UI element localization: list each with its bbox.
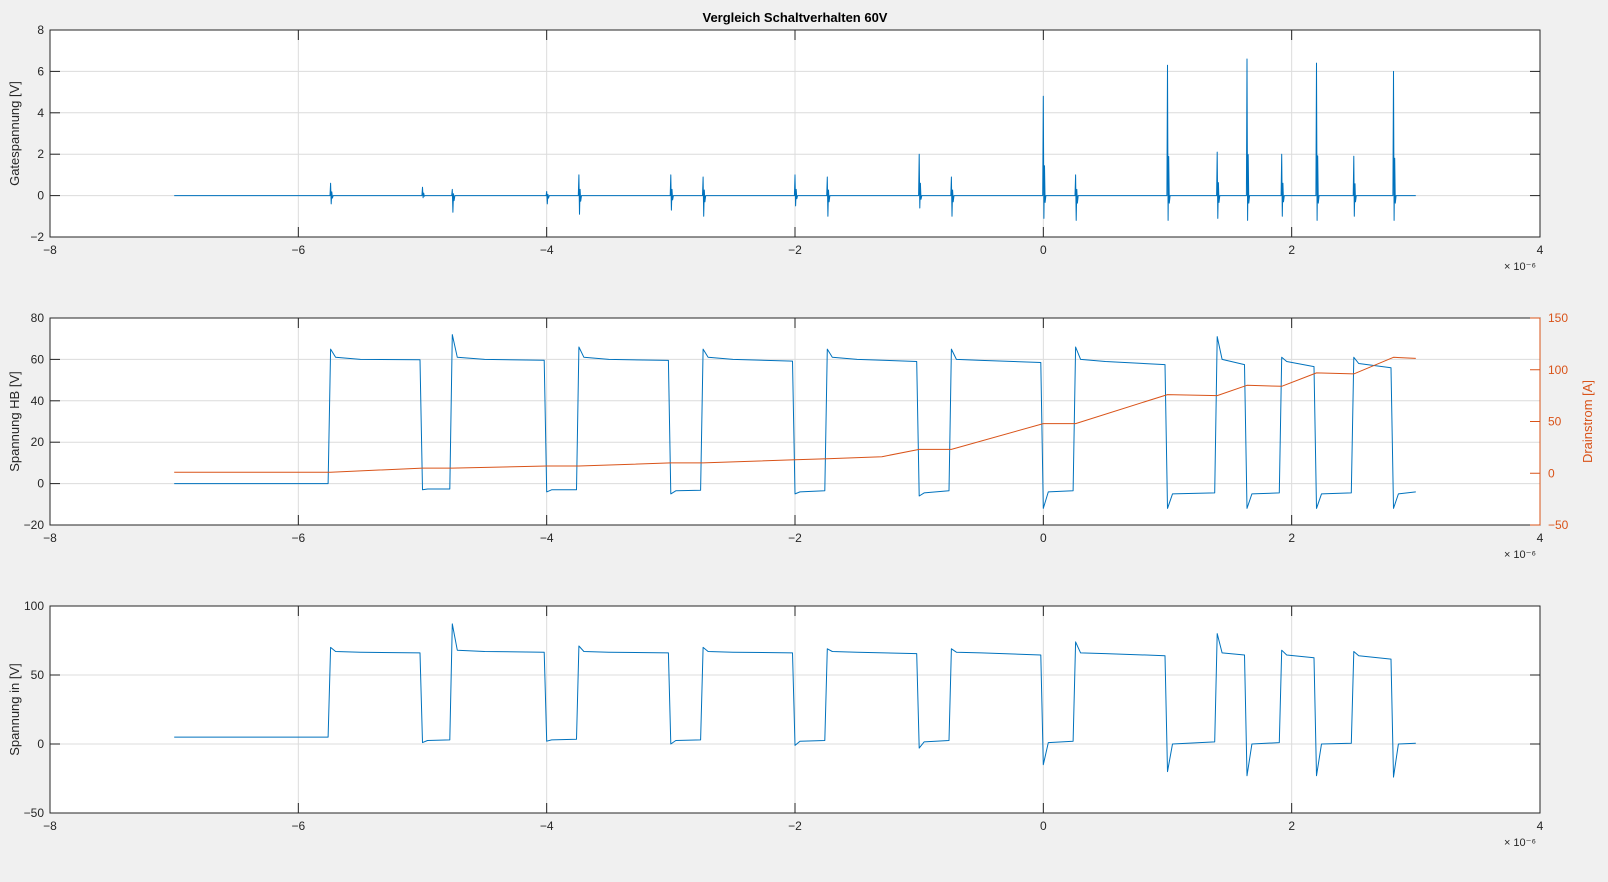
- x-tick-label: −6: [291, 243, 305, 257]
- y-tick-label: 6: [37, 64, 44, 78]
- x-tick-label: −4: [540, 531, 554, 545]
- y-right-tick-label: 100: [1548, 363, 1568, 377]
- voltage-line: [174, 623, 1416, 778]
- voltage-line: [174, 334, 1416, 509]
- y-axis-label: Gatespannung [V]: [7, 81, 22, 186]
- x-tick-label: 4: [1537, 531, 1544, 545]
- y-tick-label: 60: [31, 352, 45, 366]
- x-tick-label: −2: [788, 243, 802, 257]
- y-right-tick-label: 150: [1548, 311, 1568, 325]
- y-tick-label: 20: [31, 435, 45, 449]
- voltage-line: [174, 58, 1416, 221]
- y-tick-label: 50: [31, 668, 45, 682]
- y-tick-label: 8: [37, 23, 44, 37]
- x-exponent-label: × 10⁻⁶: [1504, 549, 1536, 561]
- x-tick-label: 2: [1288, 531, 1295, 545]
- y-tick-label: 0: [37, 737, 44, 751]
- y-tick-label: 100: [24, 599, 44, 613]
- x-tick-label: 2: [1288, 819, 1295, 833]
- x-tick-label: −8: [43, 531, 57, 545]
- drain-current-line: [174, 356, 1416, 473]
- x-tick-label: −6: [291, 819, 305, 833]
- x-exponent-label: × 10⁻⁶: [1504, 261, 1536, 273]
- x-tick-label: 0: [1040, 819, 1047, 833]
- x-tick-label: 0: [1040, 243, 1047, 257]
- y-tick-label: 2: [37, 147, 44, 161]
- y-right-tick-label: −50: [1548, 518, 1569, 532]
- y-right-axis-label: Drainstrom [A]: [1580, 380, 1595, 463]
- y-tick-label: 80: [31, 311, 45, 325]
- x-tick-label: −2: [788, 531, 802, 545]
- x-tick-label: −4: [540, 819, 554, 833]
- x-tick-label: −2: [788, 819, 802, 833]
- y-axis-label: Spannung HB [V]: [7, 371, 22, 471]
- y-tick-label: −20: [24, 518, 45, 532]
- figure-title: Vergleich Schaltverhalten 60V: [703, 10, 888, 25]
- y-tick-label: −50: [24, 806, 45, 820]
- input-voltage-plot: −8 −6 −4 −2 0 2 4× 10⁻⁶ −50 0 50 100 Spannung in [V…: [7, 599, 1544, 849]
- y-tick-label: 0: [37, 477, 44, 491]
- halfbridge-voltage-drain-current-plot: −8 −6 −4 −2 0 2 4× 10⁻⁶−20020406080−5005010015…: [7, 311, 1595, 561]
- y-tick-label: 0: [37, 189, 44, 203]
- y-right-tick-label: 50: [1548, 415, 1562, 429]
- y-right-tick-label: 0: [1548, 466, 1555, 480]
- y-tick-label: 4: [37, 106, 44, 120]
- y-tick-label: 40: [31, 394, 45, 408]
- x-tick-label: 2: [1288, 243, 1295, 257]
- x-tick-label: −8: [43, 243, 57, 257]
- x-exponent-label: × 10⁻⁶: [1504, 837, 1536, 849]
- x-tick-label: 0: [1040, 531, 1047, 545]
- x-tick-label: −6: [291, 531, 305, 545]
- x-tick-label: −8: [43, 819, 57, 833]
- y-axis-label: Spannung in [V]: [7, 663, 22, 756]
- x-tick-label: 4: [1537, 819, 1544, 833]
- y-tick-label: −2: [30, 230, 44, 244]
- x-tick-label: 4: [1537, 243, 1544, 257]
- x-tick-label: −4: [540, 243, 554, 257]
